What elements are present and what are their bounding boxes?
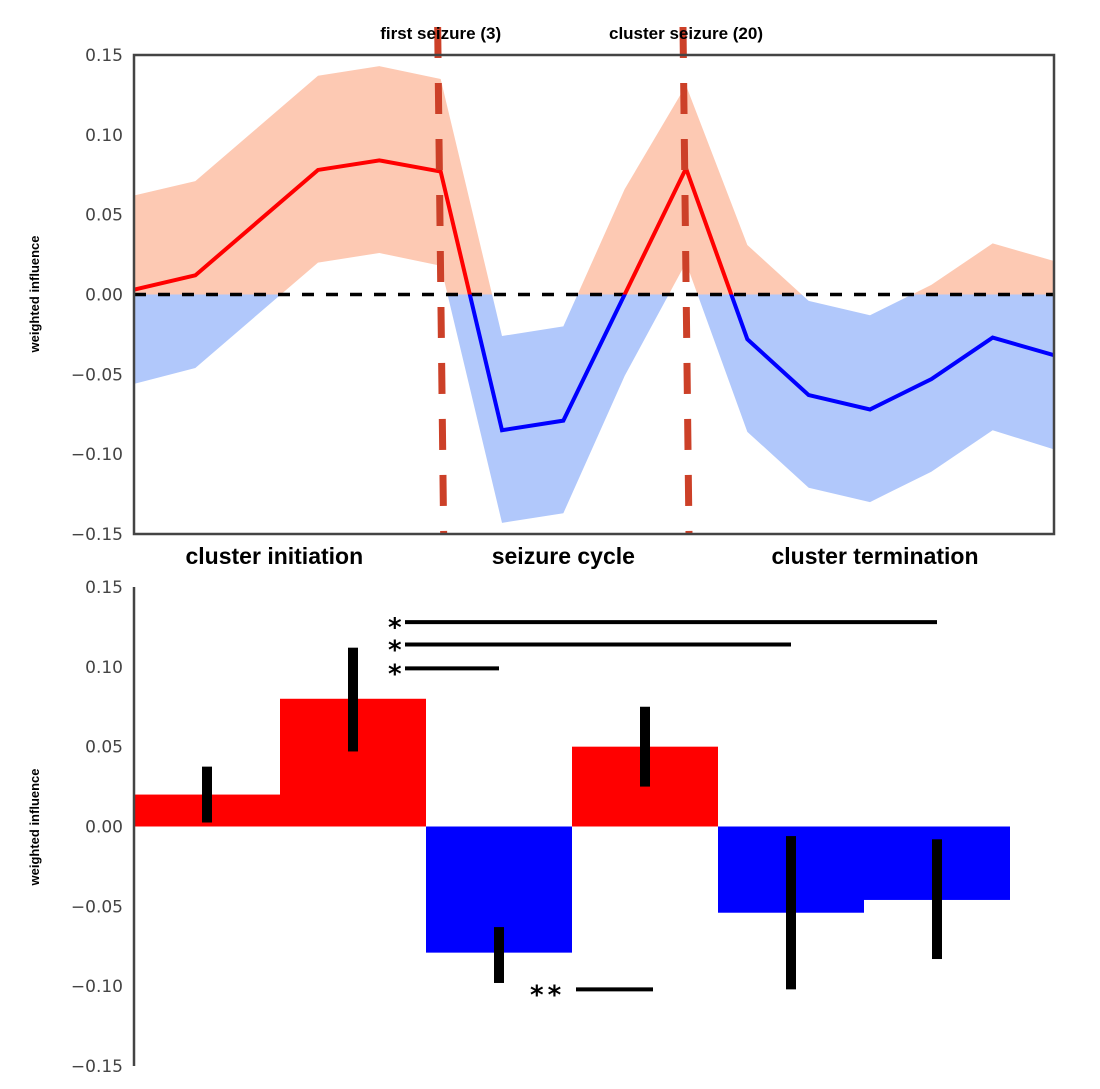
event-label-2: cluster seizure (20) [609, 24, 763, 43]
bottom-y-tick-label: 0.10 [85, 658, 123, 678]
top-y-tick-label: 0.05 [85, 206, 123, 226]
top-y-tick-label: 0.10 [85, 126, 123, 146]
mean-line-negative [467, 294, 1054, 433]
bottom-y-tick-label: 0.00 [85, 818, 123, 838]
top-y-tick-label: 0.15 [85, 46, 123, 66]
error-bar-3 [494, 927, 504, 983]
bottom-y-axis-label: weighted influence [27, 768, 42, 886]
bottom-y-tick-label: −0.10 [71, 977, 123, 997]
top-phase-labels: cluster initiation seizure cycle cluster t… [186, 543, 979, 569]
mean-line-positive [134, 158, 734, 295]
error-bar-6 [932, 839, 942, 960]
error-bar-1 [202, 766, 212, 823]
top-line-chart: 0.15 0.10 0.05 0.00 −0.05 −0.10 −0.15 weighted… [27, 24, 1056, 569]
top-y-axis-label: weighted influence [27, 235, 42, 353]
bottom-y-tick-label: 0.05 [85, 738, 123, 758]
error-bar-2 [348, 647, 358, 752]
negative-confidence-band [134, 294, 1054, 523]
phase-label: cluster initiation [186, 543, 364, 569]
bottom-y-tick-labels: 0.15 0.10 0.05 0.00 −0.05 −0.10 −0.15 [71, 578, 123, 1077]
significance-label: * [388, 659, 402, 689]
bottom-bar-chart: 0.15 0.10 0.05 0.00 −0.05 −0.10 −0.15 weighted… [27, 578, 1010, 1077]
top-y-tick-label: −0.10 [71, 445, 123, 465]
bottom-y-tick-label: −0.05 [71, 897, 123, 917]
top-y-tick-label: −0.05 [71, 365, 123, 385]
top-y-tick-labels: 0.15 0.10 0.05 0.00 −0.05 −0.10 −0.15 [71, 46, 123, 545]
bottom-error-bars [202, 647, 942, 990]
significance-label: * [388, 613, 402, 643]
top-plot-frame [132, 53, 1056, 536]
top-event-labels: first seizure (3) cluster seizure (20) [380, 24, 763, 43]
positive-confidence-band [134, 66, 1054, 295]
event-line-1 [434, 26, 448, 535]
phase-label: seizure cycle [492, 543, 635, 569]
top-event-lines [434, 26, 693, 535]
event-label-1: first seizure (3) [380, 24, 501, 43]
phase-label: cluster termination [771, 543, 978, 569]
error-bar-4 [640, 706, 650, 787]
significance-label: ** [530, 980, 565, 1010]
significance-label: * [388, 635, 402, 665]
event-line-2 [679, 26, 693, 535]
bottom-y-tick-label: −0.15 [71, 1057, 123, 1077]
top-y-tick-label: 0.00 [85, 286, 123, 306]
bottom-bars [134, 698, 1010, 953]
bottom-significance-markers: ***** [388, 613, 937, 1010]
top-mean-line [134, 158, 1054, 433]
bottom-y-tick-label: 0.15 [85, 578, 123, 598]
error-bar-5 [786, 836, 796, 990]
top-confidence-bands [134, 66, 1054, 523]
top-y-tick-label: −0.15 [71, 525, 123, 545]
